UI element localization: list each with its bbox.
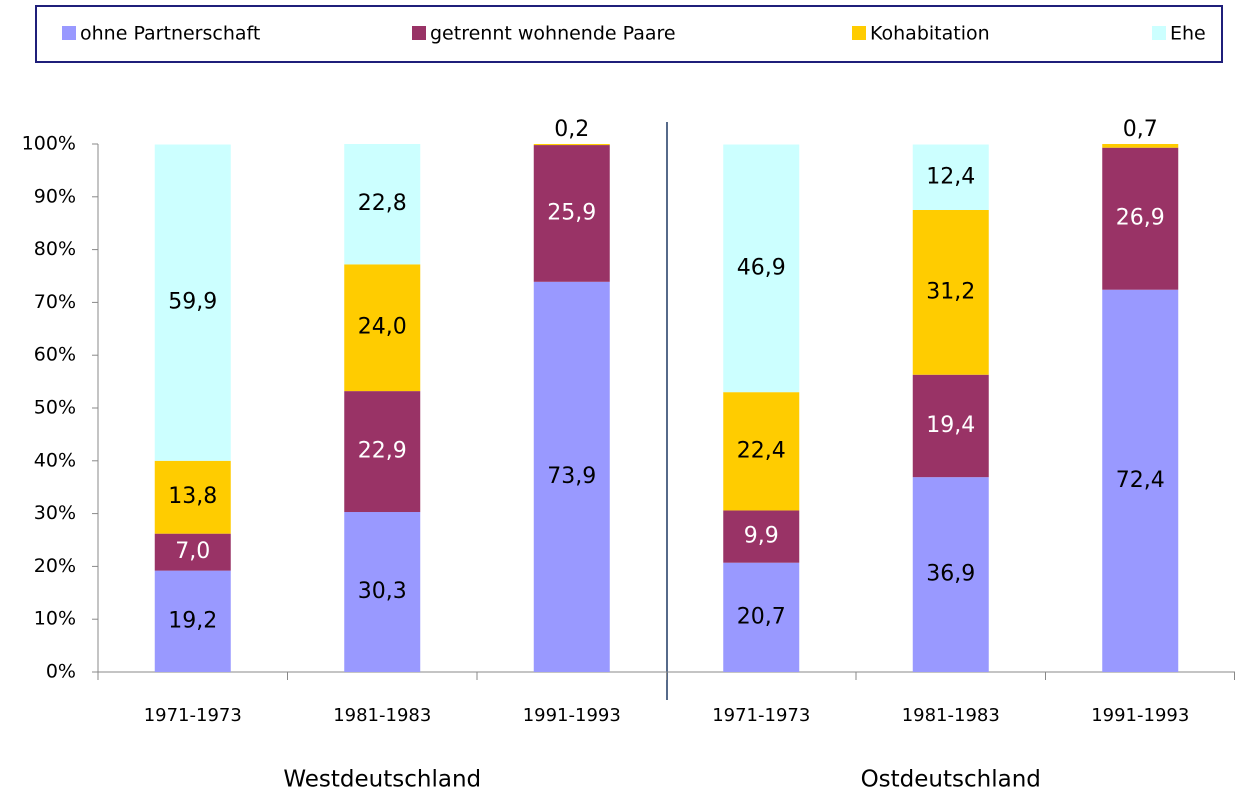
x-tick-label: 1981-1983 — [333, 705, 431, 726]
y-tick-label: 60% — [34, 344, 76, 366]
bar-segment — [723, 392, 800, 511]
value-label: 0,7 — [1123, 117, 1158, 142]
y-tick-label: 40% — [34, 449, 76, 471]
bar-segment — [533, 281, 610, 672]
y-tick-label: 10% — [34, 608, 76, 630]
value-label: 9,9 — [744, 524, 779, 549]
x-tick-label: 1981-1983 — [902, 705, 1000, 726]
bar-segment — [154, 533, 231, 571]
bar-segment — [912, 477, 989, 672]
y-tick-label: 50% — [34, 397, 76, 419]
legend-label: Ehe — [1170, 23, 1206, 45]
x-tick-label: 1991-1993 — [523, 705, 621, 726]
value-label: 20,7 — [737, 604, 786, 629]
value-label: 25,9 — [547, 200, 596, 225]
legend-swatch — [1152, 26, 1166, 40]
bar-segment — [344, 144, 421, 265]
bar-segment — [1102, 289, 1179, 672]
x-tick-label: 1991-1993 — [1091, 705, 1189, 726]
value-label: 31,2 — [926, 279, 975, 304]
bar-segment — [344, 391, 421, 513]
value-label: 24,0 — [358, 315, 407, 340]
bar-segment — [533, 145, 610, 282]
y-tick-label: 0% — [46, 661, 76, 683]
value-label: 22,8 — [358, 191, 407, 216]
bar-segment — [533, 144, 610, 146]
value-label: 22,4 — [737, 438, 786, 463]
value-label: 26,9 — [1116, 206, 1165, 231]
legend-label: ohne Partnerschaft — [80, 23, 260, 45]
bar-segment — [723, 144, 800, 393]
bar-segment — [1102, 144, 1179, 148]
group-label: Ostdeutschland — [861, 767, 1041, 793]
value-label: 12,4 — [926, 164, 975, 189]
value-label: 36,9 — [926, 562, 975, 587]
x-tick-label: 1971-1973 — [712, 705, 810, 726]
value-label: 59,9 — [168, 290, 217, 315]
bar-segment — [154, 460, 231, 534]
bar-segment — [723, 510, 800, 563]
legend-swatch — [852, 26, 866, 40]
value-label: 30,3 — [358, 579, 407, 604]
legend-swatch — [62, 26, 76, 40]
y-tick-label: 90% — [34, 185, 76, 207]
bar-segment — [344, 512, 421, 672]
bar-segment — [344, 264, 421, 392]
legend-label: getrennt wohnende Paare — [430, 23, 676, 45]
y-tick-label: 70% — [34, 291, 76, 313]
legend-swatch — [412, 26, 426, 40]
bar-segment — [912, 144, 989, 210]
value-label: 72,4 — [1116, 468, 1165, 493]
y-tick-label: 80% — [34, 238, 76, 260]
y-tick-label: 20% — [34, 555, 76, 577]
bar-segment — [154, 570, 231, 672]
y-tick-label: 100% — [22, 133, 76, 155]
legend-box — [35, 5, 1223, 63]
bar-segment — [912, 374, 989, 478]
value-label: 7,0 — [175, 539, 210, 564]
value-label: 73,9 — [547, 464, 596, 489]
value-label: 46,9 — [737, 255, 786, 280]
x-tick-label: 1971-1973 — [144, 705, 242, 726]
legend-label: Kohabitation — [870, 23, 990, 45]
value-label: 22,9 — [358, 439, 407, 464]
group-label: Westdeutschland — [283, 767, 481, 793]
value-label: 13,8 — [168, 484, 217, 509]
bar-segment — [1102, 147, 1179, 290]
y-tick-label: 30% — [34, 502, 76, 524]
bar-segment — [723, 562, 800, 672]
bar-segment — [912, 210, 989, 375]
value-label: 19,4 — [926, 413, 975, 438]
value-label: 19,2 — [168, 608, 217, 633]
bar-segment — [154, 144, 231, 461]
value-label: 0,2 — [554, 117, 589, 142]
